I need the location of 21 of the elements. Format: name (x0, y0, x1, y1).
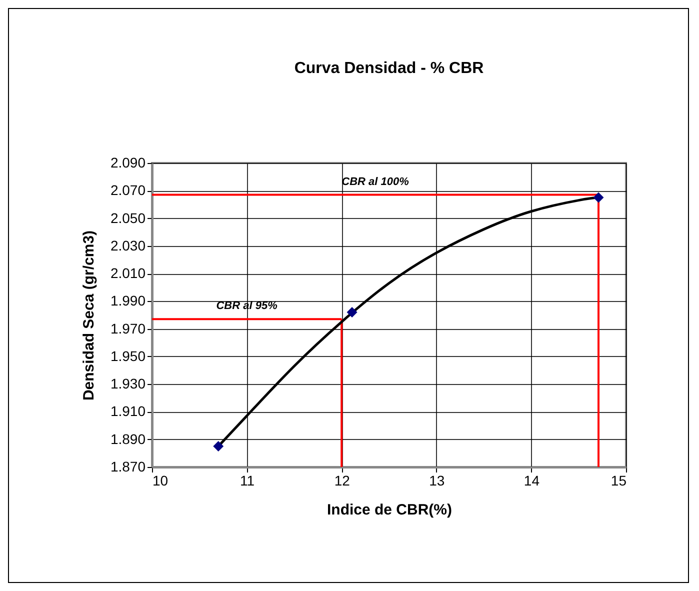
y-tick-label: 1.990 (110, 292, 146, 309)
y-tick-label: 1.910 (110, 403, 146, 420)
x-axis-title: Indice de CBR(%) (326, 502, 452, 518)
y-tick-label: 2.030 (110, 237, 146, 254)
y-tick-label: 2.050 (110, 210, 146, 226)
y-tick-label: 2.070 (110, 182, 146, 198)
y-tick-label: 1.890 (110, 430, 146, 447)
y-axis-title: Densidad Seca (gr/cm3) (80, 230, 98, 401)
y-tick-label: 2.010 (110, 265, 146, 282)
y-tick-label: 2.090 (110, 154, 146, 170)
x-tick-label: 13 (429, 472, 445, 488)
chart-title: Curva Densidad - % CBR (294, 60, 484, 77)
x-tick-label: 12 (334, 472, 350, 488)
y-tick-label: 1.950 (110, 348, 146, 364)
x-tick-label: 14 (524, 472, 540, 488)
x-tick-label: 15 (610, 472, 627, 488)
x-tick-label: 10 (152, 472, 168, 488)
y-tick-label: 1.970 (110, 320, 146, 336)
y-tick-label: 1.930 (110, 376, 146, 392)
x-tick-label: 11 (240, 472, 255, 488)
y-tick-label: 1.870 (110, 458, 146, 474)
